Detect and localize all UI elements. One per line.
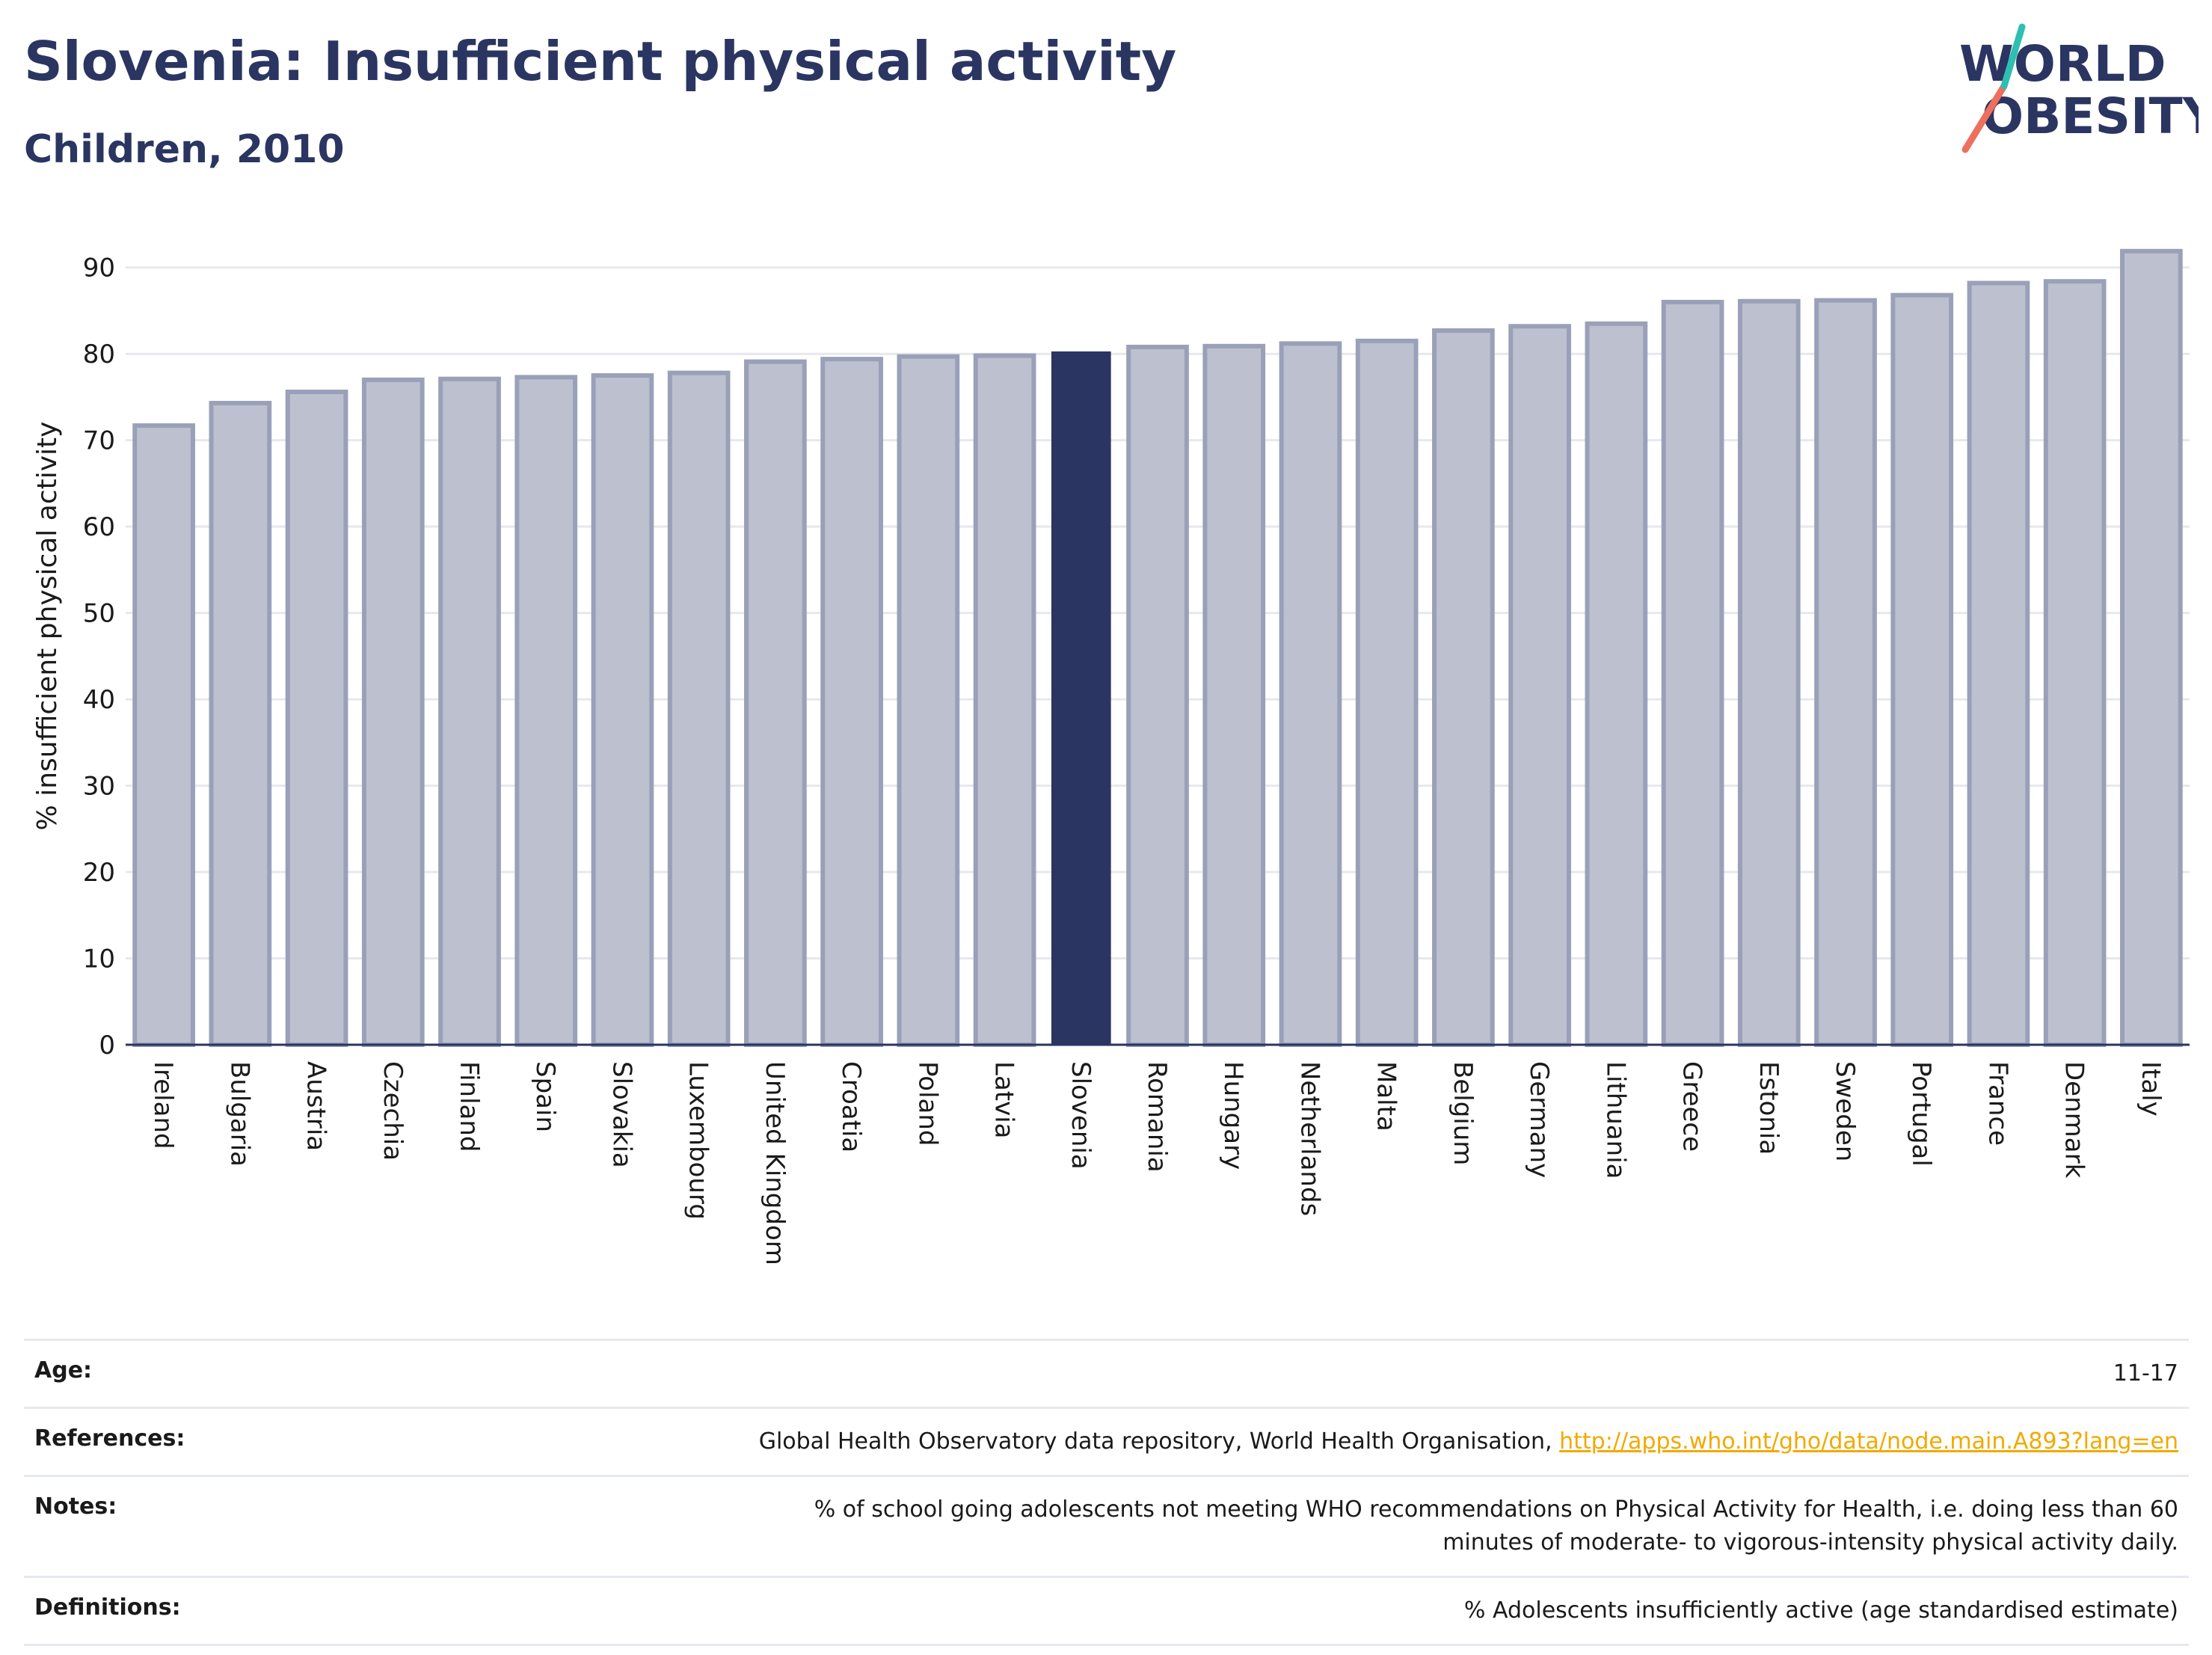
bar-denmark: [2043, 279, 2107, 1047]
info-key-references: References:: [34, 1425, 185, 1452]
info-row-notes: Notes: % of school going adolescents not…: [24, 1475, 2189, 1576]
references-link[interactable]: http://apps.who.int/gho/data/node.main.A…: [1559, 1428, 2178, 1455]
info-value-definitions: % Adolescents insufficiently active (age…: [1463, 1597, 2178, 1624]
bar-austria: [285, 390, 348, 1047]
axes: 0 10 20 30 40 50 60 70 80 90 Ireland Bulgaria Austri…: [83, 254, 2190, 1265]
x-tick-label: Ireland: [148, 1061, 178, 1149]
bar-poland: [897, 354, 960, 1047]
x-tick-label: Denmark: [2059, 1061, 2089, 1179]
bar-germany: [1508, 324, 1571, 1047]
bar-lithuania: [1585, 321, 1648, 1047]
logo-slash-teal: [2000, 23, 2026, 90]
x-tick-label: Poland: [912, 1061, 942, 1146]
info-table: Age: 11-17 References: Global Health Obs…: [24, 1339, 2189, 1646]
info-row-age: Age: 11-17: [24, 1339, 2189, 1407]
y-tick-label: 50: [83, 599, 115, 629]
x-tick-label: Sweden: [1830, 1061, 1860, 1161]
x-tick-label: Finland: [454, 1061, 484, 1152]
x-tick-label: Netherlands: [1294, 1061, 1324, 1216]
info-key-definitions: Definitions:: [34, 1594, 181, 1621]
y-tick-label: 60: [83, 512, 115, 542]
x-tick-label: France: [1982, 1061, 2012, 1146]
x-tick-label: Malta: [1371, 1061, 1401, 1132]
bar-greece: [1661, 299, 1724, 1047]
info-value-references: Global Health Observatory data repositor…: [259, 1425, 2178, 1458]
bar-malta: [1355, 338, 1419, 1047]
x-tick-label: Portugal: [1906, 1061, 1936, 1167]
info-row-definitions: Definitions: % Adolescents insufficientl…: [24, 1576, 2189, 1646]
bar-sweden: [1814, 298, 1877, 1048]
y-tick-label: 70: [83, 426, 115, 456]
x-tick-label: Slovakia: [606, 1061, 636, 1168]
y-tick-label: 90: [83, 254, 115, 283]
x-tick-label: Lithuania: [1600, 1061, 1630, 1179]
x-tick-label: Bulgaria: [224, 1061, 254, 1167]
references-text: Global Health Observatory data repositor…: [758, 1428, 1552, 1455]
bar-slovakia: [591, 373, 654, 1048]
info-value-notes: % of school going adolescents not meetin…: [814, 1496, 2178, 1556]
x-tick-label: United Kingdom: [760, 1061, 790, 1265]
y-tick-label: 10: [83, 945, 115, 974]
y-tick-label: 20: [83, 858, 115, 888]
x-tick-label: Romania: [1142, 1061, 1172, 1173]
x-tick-label: Italy: [2136, 1061, 2166, 1117]
bar-luxembourg: [667, 370, 731, 1047]
y-tick-label: 0: [99, 1031, 115, 1060]
x-tick-label: Czechia: [378, 1061, 408, 1161]
bar-italy: [2120, 248, 2183, 1047]
bar-czechia: [361, 377, 425, 1047]
info-key-notes: Notes:: [34, 1493, 117, 1520]
bar-ireland: [132, 423, 195, 1047]
x-tick-label: Belgium: [1448, 1061, 1478, 1165]
info-value-age: 11-17: [2113, 1360, 2178, 1387]
bars: [132, 248, 2183, 1048]
y-tick-label: 30: [83, 772, 115, 802]
chart-title: Slovenia: Insufficient physical activity: [24, 30, 1177, 93]
bar-chart: 0 10 20 30 40 50 60 70 80 90 Ireland Bulgaria Austri…: [32, 248, 2190, 1265]
logo-line1: WORLD: [1959, 35, 2166, 93]
y-axis-title: % insufficient physical activity: [32, 422, 63, 831]
x-tick-label: Luxembourg: [683, 1061, 713, 1220]
bar-bulgaria: [209, 401, 272, 1047]
bar-estonia: [1737, 298, 1801, 1047]
chart-subtitle: Children, 2010: [24, 127, 345, 172]
x-tick-label: Slovenia: [1066, 1061, 1096, 1170]
x-tick-label: Austria: [301, 1061, 331, 1151]
info-row-references: References: Global Health Observatory da…: [24, 1407, 2189, 1475]
x-tick-label: Greece: [1677, 1061, 1707, 1152]
world-obesity-logo: WORLD OBESITY: [1959, 23, 2199, 153]
bar-united-kingdom: [744, 359, 807, 1047]
x-tick-label: Estonia: [1754, 1061, 1784, 1155]
bar-latvia: [973, 353, 1036, 1047]
bar-croatia: [820, 357, 883, 1047]
logo-line2: OBESITY: [1982, 87, 2199, 145]
bar-romania: [1126, 344, 1189, 1047]
y-tick-label: 80: [83, 340, 115, 369]
x-tick-label: Hungary: [1218, 1061, 1248, 1170]
bar-hungary: [1202, 343, 1266, 1048]
y-tick-label: 40: [83, 685, 115, 715]
bar-belgium: [1432, 328, 1495, 1047]
bar-france: [1967, 280, 2030, 1047]
bar-spain: [514, 375, 578, 1047]
bar-finland: [438, 376, 501, 1048]
info-key-age: Age:: [34, 1357, 93, 1384]
x-tick-label: Germany: [1524, 1061, 1554, 1178]
bar-highlight-slovenia: [1051, 351, 1111, 1045]
x-tick-label: Croatia: [836, 1061, 866, 1152]
logo-slash-coral: [1961, 82, 2008, 153]
x-tick-label: Latvia: [989, 1061, 1019, 1139]
bar-netherlands: [1279, 341, 1342, 1047]
bar-portugal: [1890, 292, 1954, 1047]
x-tick-label: Spain: [530, 1061, 560, 1132]
